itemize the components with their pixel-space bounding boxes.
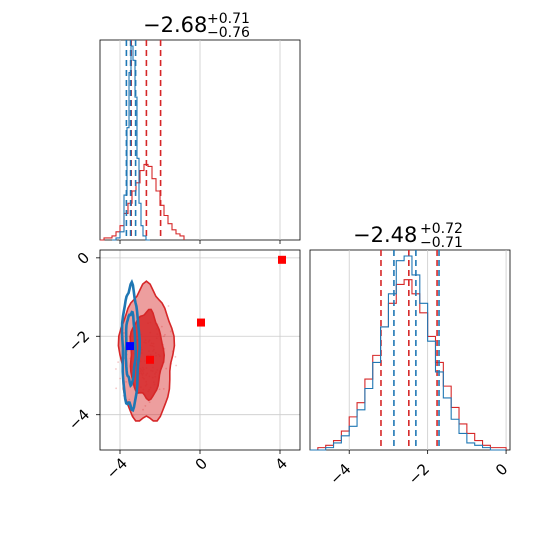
- contour-sample-point: [125, 380, 127, 383]
- right-tick-label-2: 0: [492, 460, 511, 479]
- top-histogram-red: [100, 163, 185, 241]
- right-histogram-ticks: −4 −2 0: [326, 450, 511, 488]
- right-histogram-title-lower: −0.71: [420, 235, 463, 251]
- contour-marker-1: [197, 318, 205, 327]
- contour-blue-level-0: [120, 278, 142, 413]
- contour-panel: −4 0 4 0 −2 −4: [65, 249, 301, 483]
- contour-sample-point: [162, 387, 165, 390]
- contour-marker-0: [278, 255, 286, 264]
- right-histogram-frame: [309, 249, 511, 451]
- contour-markers: [126, 255, 286, 364]
- contour-sample-point: [142, 408, 144, 411]
- top-histogram-series: [100, 40, 185, 241]
- contour-x-tick-label-2: 4: [272, 454, 291, 473]
- contour-sample-point: [164, 333, 166, 336]
- contour-sample-point: [117, 361, 120, 364]
- contour-sample-point: [167, 305, 170, 307]
- right-histogram-title-value: −2.48: [353, 223, 417, 247]
- contour-sample-point: [160, 325, 163, 328]
- contour-sample-point: [174, 355, 177, 358]
- top-histogram-title-upper: +0.71: [207, 11, 250, 27]
- contour-sample-point: [169, 330, 172, 333]
- contour-y-tick-label-2: −4: [65, 406, 93, 434]
- top-histogram-title-lower: −0.76: [207, 25, 250, 41]
- right-tick-label-1: −2: [405, 460, 433, 488]
- right-histogram-red: [310, 279, 507, 451]
- contour-y-tick-label-1: −2: [65, 327, 93, 355]
- right-histogram-title-upper: +0.72: [420, 221, 463, 237]
- top-histogram-title-value: −2.68: [143, 13, 207, 37]
- contour-marker-3: [126, 342, 134, 351]
- right-histogram-series: [310, 250, 507, 451]
- contour-levels: [117, 278, 176, 422]
- right-histogram-blue: [310, 255, 507, 451]
- right-tick-label-0: −4: [326, 460, 354, 488]
- contour-sample-point: [175, 364, 178, 367]
- contour-sample-point: [115, 368, 117, 370]
- contour-sample-point: [123, 332, 125, 334]
- contour-sample-point: [144, 405, 147, 407]
- top-histogram-ticks: [119, 240, 281, 244]
- contour-x-tick-label-0: −4: [103, 454, 131, 482]
- contour-marker-2: [146, 355, 154, 364]
- contour-sample-point: [158, 388, 161, 391]
- contour-ticks: −4 0 4 0 −2 −4: [65, 249, 291, 483]
- contour-sample-point: [148, 401, 151, 404]
- right-histogram-grid: [348, 250, 507, 450]
- top-histogram-grid: [119, 40, 281, 240]
- contour-sample-point: [115, 387, 118, 390]
- top-histogram-blue: [112, 45, 150, 241]
- contour-sample-point: [119, 377, 122, 380]
- contour-sample-point: [163, 335, 165, 338]
- contour-x-tick-label-1: 0: [192, 454, 211, 473]
- contour-sample-point: [128, 398, 131, 401]
- contour-y-tick-label-0: 0: [74, 249, 93, 268]
- right-histogram-panel: −4 −2 0 −2.48 +0.72 −0.71: [309, 221, 511, 488]
- top-histogram-panel: −2.68 +0.71 −0.76: [99, 11, 301, 244]
- contour-sample-point: [165, 367, 168, 370]
